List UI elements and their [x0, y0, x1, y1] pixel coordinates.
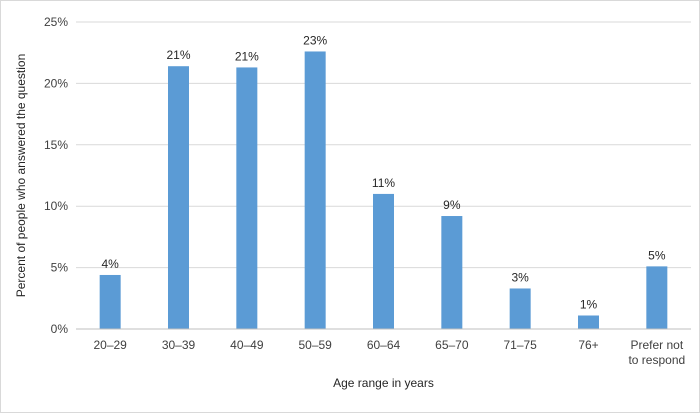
x-tick-label: 60–64 — [367, 338, 401, 352]
x-tick-label: 30–39 — [162, 338, 196, 352]
y-axis-ticks: 0% 5% 10% 15% 20% 25% — [44, 15, 68, 336]
data-label: 21% — [235, 49, 259, 63]
y-tick-label: 10% — [44, 199, 68, 213]
y-tick-label: 25% — [44, 15, 68, 29]
data-label: 9% — [443, 198, 461, 212]
x-tick-label: 50–59 — [298, 338, 332, 352]
data-label: 5% — [648, 248, 666, 262]
y-tick-label: 20% — [44, 76, 68, 90]
y-tick-label: 5% — [51, 261, 69, 275]
bar — [578, 315, 599, 329]
x-tick-label: 20–29 — [93, 338, 127, 352]
bar — [99, 274, 121, 329]
data-label: 21% — [166, 48, 190, 62]
bar — [168, 66, 189, 329]
bar — [441, 216, 463, 329]
data-label: 4% — [101, 257, 119, 271]
data-labels: 4% 21% 21% 23% 11% 9% 3% 1% 5% — [101, 33, 665, 311]
bar — [509, 288, 531, 329]
x-tick-label: 40–49 — [230, 338, 264, 352]
x-tick-label: 71–75 — [503, 338, 537, 352]
y-tick-label: 0% — [51, 322, 69, 336]
x-axis-title: Age range in years — [333, 376, 434, 390]
x-tick-label: 76+ — [578, 338, 598, 352]
bar — [646, 266, 668, 329]
x-tick-label: Prefer not — [630, 338, 683, 352]
bar — [236, 67, 258, 329]
data-label: 11% — [372, 176, 395, 190]
data-label: 3% — [511, 270, 529, 284]
x-tick-label: 65–70 — [435, 338, 469, 352]
y-axis-title: Percent of people who answered the quest… — [14, 54, 28, 298]
bars — [99, 51, 668, 330]
x-axis-ticks: 20–29 30–39 40–49 50–59 60–64 65–70 71–75 76+ Pr… — [93, 338, 685, 367]
data-label: 1% — [580, 297, 598, 311]
bar — [304, 51, 326, 330]
data-label: 23% — [303, 33, 327, 47]
bar — [373, 193, 394, 329]
x-tick-label: to respond — [628, 353, 685, 367]
y-tick-label: 15% — [44, 138, 68, 152]
